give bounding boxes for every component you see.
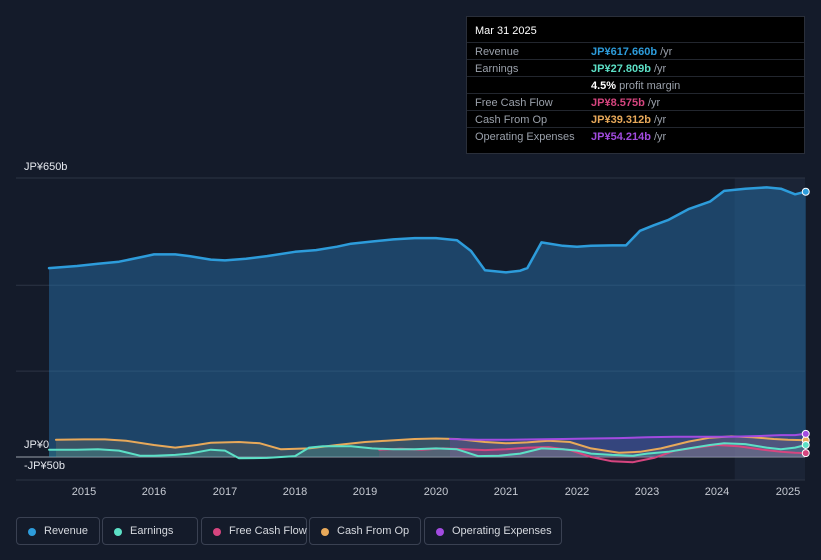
series-endpoint xyxy=(801,449,810,458)
data-tooltip: Mar 31 2025 Revenue JP¥617.660b /yr Earnin… xyxy=(466,16,805,154)
tooltip-row: Free Cash Flow JP¥8.575b /yr xyxy=(467,93,804,111)
legend-label: Cash From Op xyxy=(337,525,410,537)
legend-dot-icon xyxy=(28,528,36,536)
x-tick-label: 2015 xyxy=(72,486,96,498)
tooltip-value: 4.5% profit margin xyxy=(591,80,681,92)
y-tick-label: -JP¥50b xyxy=(24,460,65,472)
x-tick-label: 2019 xyxy=(353,486,377,498)
series-endpoint xyxy=(801,440,810,449)
series-line-operating-expenses xyxy=(449,432,807,441)
tooltip-unit: profit margin xyxy=(616,80,681,92)
x-tick-label: 2018 xyxy=(283,486,307,498)
y-tick-label: JP¥0 xyxy=(24,439,49,451)
series-area-free-cash-flow xyxy=(379,445,806,463)
tooltip-value: JP¥54.214b /yr xyxy=(591,131,667,143)
tooltip-row: Earnings JP¥27.809b /yr xyxy=(467,59,804,77)
tooltip-value: JP¥8.575b /yr xyxy=(591,97,661,109)
legend-item-earnings[interactable]: Earnings xyxy=(102,517,198,545)
series-endpoint xyxy=(801,429,810,438)
tooltip-unit: /yr xyxy=(650,131,667,143)
x-tick-label: 2024 xyxy=(705,486,729,498)
legend-item-operating-expenses[interactable]: Operating Expenses xyxy=(424,517,562,545)
y-tick-label: JP¥650b xyxy=(24,161,67,173)
series-line-earnings xyxy=(48,442,807,460)
legend-dot-icon xyxy=(114,528,122,536)
series-area-cash-from-op xyxy=(56,436,806,457)
tooltip-label: Cash From Op xyxy=(475,114,548,126)
x-tick-label: 2022 xyxy=(565,486,589,498)
x-tick-label: 2025 xyxy=(776,486,800,498)
tooltip-label: Revenue xyxy=(475,46,520,58)
tooltip-row: Revenue JP¥617.660b /yr xyxy=(467,42,804,60)
tooltip-label: Free Cash Flow xyxy=(475,97,553,109)
legend-label: Earnings xyxy=(130,525,174,537)
legend-dot-icon xyxy=(213,528,221,536)
x-tick-label: 2023 xyxy=(635,486,659,498)
tooltip-unit: /yr xyxy=(650,114,667,126)
x-tick-label: 2021 xyxy=(494,486,518,498)
legend-dot-icon xyxy=(436,528,444,536)
legend-label: Free Cash Flow xyxy=(229,525,307,537)
legend-label: Revenue xyxy=(44,525,89,537)
legend-label: Operating Expenses xyxy=(452,525,552,537)
tooltip-row: Cash From Op JP¥39.312b /yr xyxy=(467,110,804,128)
series-endpoint xyxy=(801,187,810,196)
tooltip-label: Earnings xyxy=(475,63,519,75)
tooltip-value: JP¥39.312b /yr xyxy=(591,114,667,126)
tooltip-unit: /yr xyxy=(650,63,667,75)
legend-item-free-cash-flow[interactable]: Free Cash Flow xyxy=(201,517,307,545)
x-tick-label: 2016 xyxy=(142,486,166,498)
series-line-cash-from-op xyxy=(55,435,807,454)
x-tick-label: 2020 xyxy=(424,486,448,498)
tooltip-unit: /yr xyxy=(644,97,661,109)
tooltip-row: Operating Expenses JP¥54.214b /yr xyxy=(467,127,804,145)
tooltip-value: JP¥617.660b /yr xyxy=(591,46,673,58)
financial-chart: JP¥650b JP¥0 -JP¥50b 2015 2016 2017 2018 2019 20… xyxy=(16,161,810,498)
tooltip-value: JP¥27.809b /yr xyxy=(591,63,667,75)
legend-dot-icon xyxy=(321,528,329,536)
legend-item-revenue[interactable]: Revenue xyxy=(16,517,100,545)
series-line-revenue xyxy=(47,186,808,274)
legend-item-cash-from-op[interactable]: Cash From Op xyxy=(309,517,421,545)
tooltip-row: 4.5% profit margin xyxy=(467,76,804,94)
forecast-region xyxy=(734,178,805,480)
tooltip-label: Operating Expenses xyxy=(475,131,575,143)
series-area-earnings xyxy=(49,443,806,459)
tooltip-date: Mar 31 2025 xyxy=(475,25,537,37)
x-tick-label: 2017 xyxy=(213,486,237,498)
series-area-revenue xyxy=(49,187,806,457)
tooltip-unit: /yr xyxy=(657,46,673,58)
